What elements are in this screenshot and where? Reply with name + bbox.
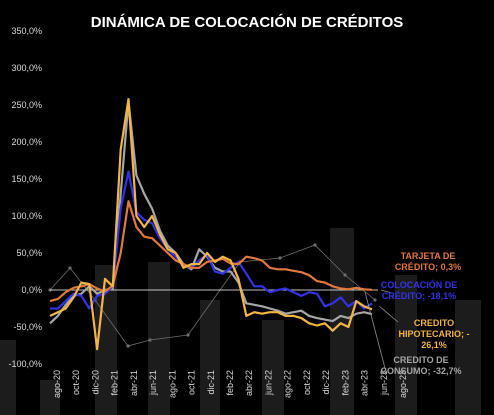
x-tick-label: dic-21	[206, 370, 216, 395]
x-tick-label: jun-23	[379, 370, 389, 396]
x-tick-label: oct-20	[71, 370, 81, 395]
y-tick-label: 300,0%	[11, 63, 42, 73]
series-label-line: CREDITO DE	[393, 355, 448, 365]
series-label-line: CREDITO	[414, 318, 454, 328]
x-tick-label: abr-21	[129, 370, 139, 396]
series-label-line: TARJETA DE	[401, 251, 456, 261]
y-tick-label: -50,0%	[13, 322, 42, 332]
background-point	[313, 243, 317, 247]
y-tick-label: -100,0%	[8, 359, 42, 369]
x-tick-label: dic-22	[321, 370, 331, 395]
series-line-hipotecario	[49, 97, 373, 351]
x-tick-label: feb-23	[340, 370, 350, 396]
y-tick-label: 150,0%	[11, 174, 42, 184]
series-label-line: CRÉDITO; -18,1%	[382, 291, 456, 301]
background-point	[126, 344, 130, 348]
y-tick-label: 100,0%	[11, 211, 42, 221]
y-tick-label: 350,0%	[11, 26, 42, 36]
x-tick-label: abr-22	[244, 370, 254, 396]
x-tick-label: dic-20	[90, 370, 100, 395]
x-tick-label: ago-22	[283, 370, 293, 398]
y-tick-label: 0,0%	[21, 285, 42, 295]
x-tick-label: feb-22	[225, 370, 235, 396]
series-label-tarjeta: TARJETA DE CRÉDITO; 0,3%	[395, 251, 461, 272]
chart-title: DINÁMICA DE COLOCACIÓN DE CRÉDITOS	[91, 13, 404, 31]
background-point	[186, 333, 190, 337]
x-axis: ago-20 oct-20 dic-20 feb-21 abr-21 jun-21 ago-…	[52, 370, 408, 398]
series-label-line: CONSUMO; -32,7%	[380, 366, 461, 376]
background-bar	[40, 380, 60, 415]
background-bar	[0, 340, 16, 415]
series-label-consumo: CREDITO DE CONSUMO; -32,7%	[380, 355, 461, 376]
series-label-line: CRÉDITO; 0,3%	[395, 262, 461, 272]
series-labels: TARJETA DE CRÉDITO; 0,3%COLOCACIÓN DE CRÉD…	[364, 251, 470, 376]
x-tick-label: oct-21	[187, 370, 197, 395]
series-label-line: HIPOTECARIO; -	[399, 329, 470, 339]
y-tick-label: 250,0%	[11, 100, 42, 110]
background-bar	[200, 300, 220, 415]
background-point	[278, 256, 282, 260]
label-connector	[380, 289, 393, 294]
background-point	[68, 266, 72, 270]
label-connector	[378, 305, 399, 323]
x-tick-label: ago-20	[52, 370, 62, 398]
label-connector	[364, 291, 387, 373]
y-tick-label: 200,0%	[11, 137, 42, 147]
series-label-colocacion: COLOCACIÓN DE CRÉDITO; -18,1%	[381, 279, 458, 301]
background-bar	[95, 265, 117, 415]
x-tick-label: jun-21	[148, 370, 158, 396]
series-label-hipotecario: CREDITO HIPOTECARIO; -26,1%	[399, 318, 470, 350]
x-tick-label: oct-22	[302, 370, 312, 395]
x-tick-label: feb-21	[110, 370, 120, 396]
background-point	[373, 298, 377, 302]
x-tick-label: ago-23	[398, 370, 408, 398]
background-point	[343, 273, 347, 277]
y-axis: 350,0% 300,0% 250,0% 200,0% 150,0% 100,0% 50,0…	[8, 26, 42, 369]
background-bar	[262, 320, 284, 415]
series-label-line: 26,1%	[421, 340, 447, 350]
series-label-line: COLOCACIÓN DE	[381, 279, 458, 290]
background-point	[148, 338, 152, 342]
background-bar	[395, 275, 417, 415]
series-layer	[49, 97, 373, 351]
x-tick-label: abr-23	[360, 370, 370, 396]
x-tick-label: jun-22	[263, 370, 273, 396]
x-tick-label: ago-21	[167, 370, 177, 398]
background-bar	[455, 300, 481, 415]
y-tick-label: 50,0%	[16, 248, 42, 258]
